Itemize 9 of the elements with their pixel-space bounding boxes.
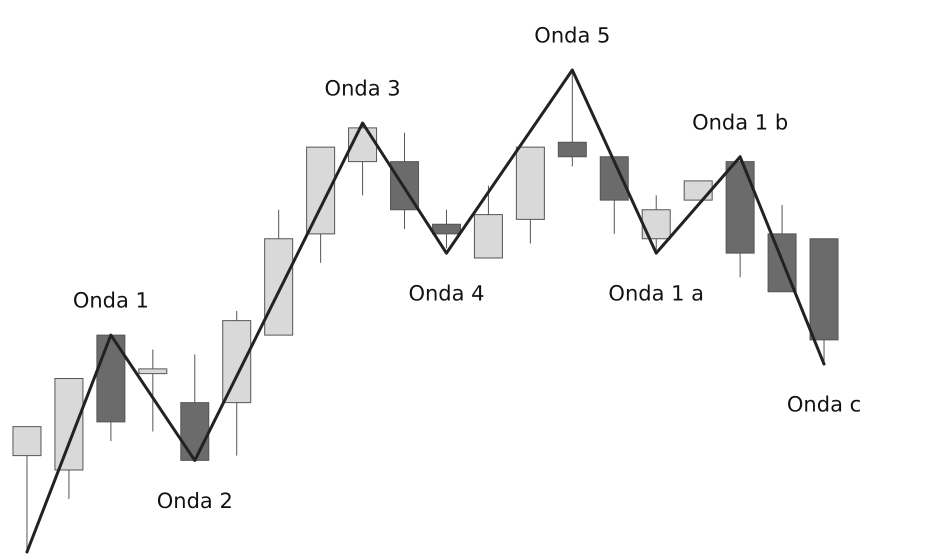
candlestick	[138, 349, 168, 432]
annotation: Onda 2	[156, 488, 233, 513]
annotation: Onda 1 a	[608, 282, 704, 306]
annotation: Onda 1 b	[692, 110, 788, 134]
annotation: Onda c	[786, 392, 862, 417]
text: Onda 5	[534, 23, 610, 48]
annotation: Onda 4	[408, 282, 485, 306]
annotation: Onda 3	[324, 76, 401, 101]
annotation: Onda 1	[72, 288, 149, 313]
